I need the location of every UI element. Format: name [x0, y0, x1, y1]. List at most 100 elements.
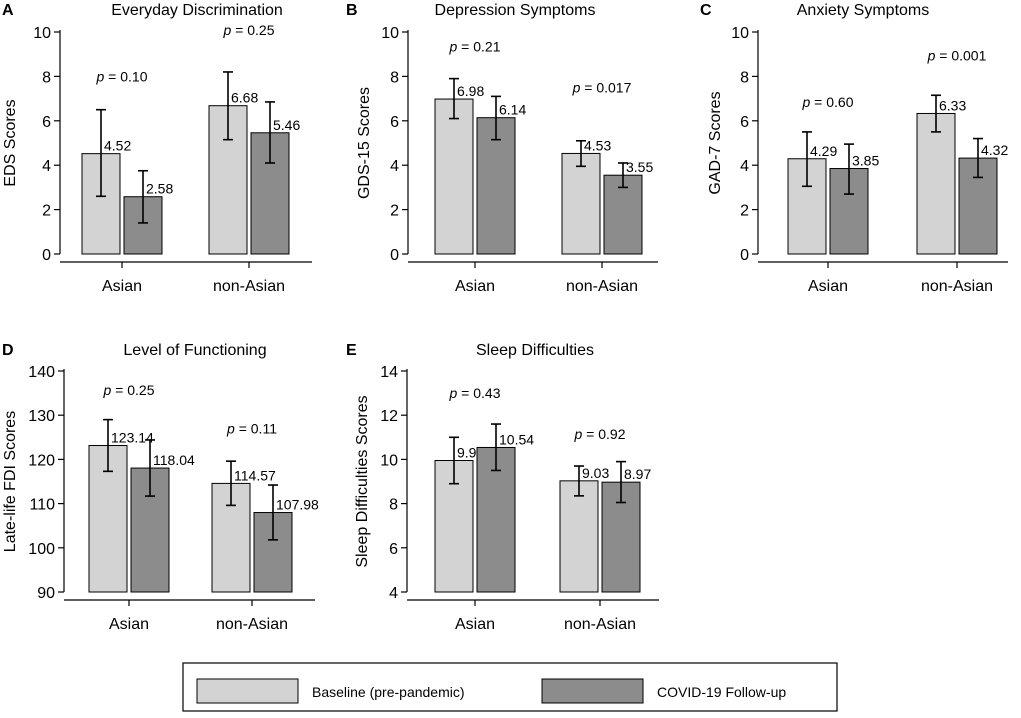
y-tick-label: 14: [380, 364, 398, 381]
y-tick-label: 0: [42, 247, 51, 264]
p-value-text: = 0.43: [457, 385, 500, 401]
y-tick-label: 8: [42, 69, 51, 86]
p-value-text: = 0.10: [104, 68, 147, 84]
data-label: 118.04: [153, 452, 195, 468]
p-value: p = 0.21: [449, 38, 501, 54]
data-label: 6.14: [499, 102, 526, 118]
data-label: 123.14: [111, 430, 154, 446]
panel-letter: B: [346, 2, 358, 19]
data-label: 6.33: [939, 97, 966, 113]
data-label: 4.53: [584, 137, 611, 153]
legend-box: Baseline (pre-pandemic) COVID-19 Follow-u…: [182, 662, 838, 712]
y-tick-label: 2: [740, 203, 749, 220]
chart-title: Depression Symptoms: [435, 2, 596, 19]
y-axis-label: Late-life FDI Scores: [2, 411, 19, 552]
bar: [916, 112, 956, 255]
p-symbol: p: [96, 68, 105, 84]
data-label: 10.54: [499, 431, 534, 447]
y-tick-label: 2: [42, 203, 51, 220]
p-value-text: = 0.25: [111, 382, 154, 398]
chart-title: Level of Functioning: [123, 342, 266, 359]
panel-a: A Everyday Discrimination EDS Scores 0 2 4 6 8 1…: [2, 2, 312, 295]
data-label: 4.52: [104, 138, 131, 154]
bar: [123, 196, 163, 255]
p-value: p = 0.017: [572, 80, 632, 96]
p-symbol: p: [572, 80, 581, 96]
data-label: 2.58: [146, 181, 173, 197]
data-label: 107.98: [276, 497, 319, 513]
p-value-text: = 0.21: [457, 38, 500, 54]
y-tick-label: 2: [390, 203, 399, 220]
p-symbol: p: [574, 426, 583, 442]
x-tick-label: Asian: [455, 278, 495, 295]
p-value-text: = 0.60: [810, 94, 853, 110]
legend-swatch: [541, 678, 644, 704]
y-tick-label: 110: [29, 497, 55, 514]
y-axis-label: GAD-7 Scores: [707, 91, 724, 194]
bar: [561, 152, 601, 255]
p-value: p = 0.001: [927, 47, 987, 63]
y-tick-label: 10: [381, 25, 399, 42]
x-tick-label: Asian: [808, 278, 848, 295]
y-tick-label: 8: [390, 69, 399, 86]
y-tick-label: 10: [731, 25, 749, 42]
chart-title: Everyday Discrimination: [111, 2, 283, 19]
p-value: p = 0.25: [223, 22, 275, 38]
x-tick-label: Asian: [455, 616, 495, 633]
y-tick-label: 0: [390, 247, 399, 264]
legend-swatch: [196, 678, 299, 704]
panel-letter: C: [700, 2, 712, 19]
p-symbol: p: [226, 420, 235, 436]
y-tick-label: 10: [380, 452, 398, 469]
y-tick-label: 6: [740, 114, 749, 131]
y-tick-label: 120: [28, 452, 55, 469]
legend-label: COVID-19 Follow-up: [657, 684, 786, 700]
y-axis-label: EDS Scores: [2, 99, 19, 186]
x-tick-label: non-Asian: [213, 278, 285, 295]
bar: [208, 105, 248, 255]
p-symbol: p: [449, 385, 458, 401]
chart-title: Sleep Difficulties: [476, 342, 594, 359]
x-tick-label: non-Asian: [566, 278, 638, 295]
y-tick-label: 6: [389, 541, 398, 558]
y-tick-label: 6: [390, 114, 399, 131]
p-value-text: = 0.017: [580, 80, 631, 96]
y-axis-label: GDS-15 Scores: [356, 87, 373, 199]
p-value: p = 0.60: [802, 94, 854, 110]
y-tick-label: 6: [42, 114, 51, 131]
data-label: 5.46: [273, 117, 300, 133]
x-tick-label: Asian: [102, 278, 142, 295]
panel-c: C Anxiety Symptoms GAD-7 Scores 0 2 4 6 8 10 Asia…: [700, 2, 1008, 295]
panel-b: B Depression Symptoms GDS-15 Scores 0 2 4 6 8 10…: [346, 2, 658, 295]
data-label: 114.57: [234, 467, 276, 483]
panel-d: D Level of Functioning Late-life FDI Score…: [2, 342, 319, 633]
x-tick-label: non-Asian: [564, 616, 636, 633]
p-value-text: = 0.001: [935, 47, 986, 63]
y-tick-label: 90: [37, 585, 55, 602]
data-label: 6.68: [231, 90, 258, 106]
data-label: 3.85: [852, 153, 879, 169]
y-axis-label: Sleep Difficulties Scores: [354, 395, 371, 567]
legend-label: Baseline (pre-pandemic): [312, 684, 465, 700]
data-label: 4.32: [981, 142, 1008, 158]
y-tick-label: 10: [33, 25, 51, 42]
p-value-text: = 0.11: [235, 420, 277, 436]
panel-letter: E: [346, 342, 357, 359]
y-tick-label: 130: [28, 408, 55, 425]
data-label: 9.03: [582, 465, 609, 481]
bar: [434, 98, 474, 255]
p-symbol: p: [927, 47, 936, 63]
p-value-text: = 0.92: [582, 426, 625, 442]
data-label: 8.97: [624, 466, 651, 482]
y-tick-label: 8: [389, 497, 398, 514]
p-value: p = 0.43: [449, 385, 501, 401]
data-label: 6.98: [457, 83, 484, 99]
y-tick-label: 4: [42, 158, 51, 175]
p-symbol: p: [223, 22, 232, 38]
p-value: p = 0.25: [103, 382, 155, 398]
p-symbol: p: [802, 94, 811, 110]
bar: [559, 480, 599, 593]
data-label: 4.29: [810, 143, 837, 159]
panel-letter: D: [2, 342, 14, 359]
